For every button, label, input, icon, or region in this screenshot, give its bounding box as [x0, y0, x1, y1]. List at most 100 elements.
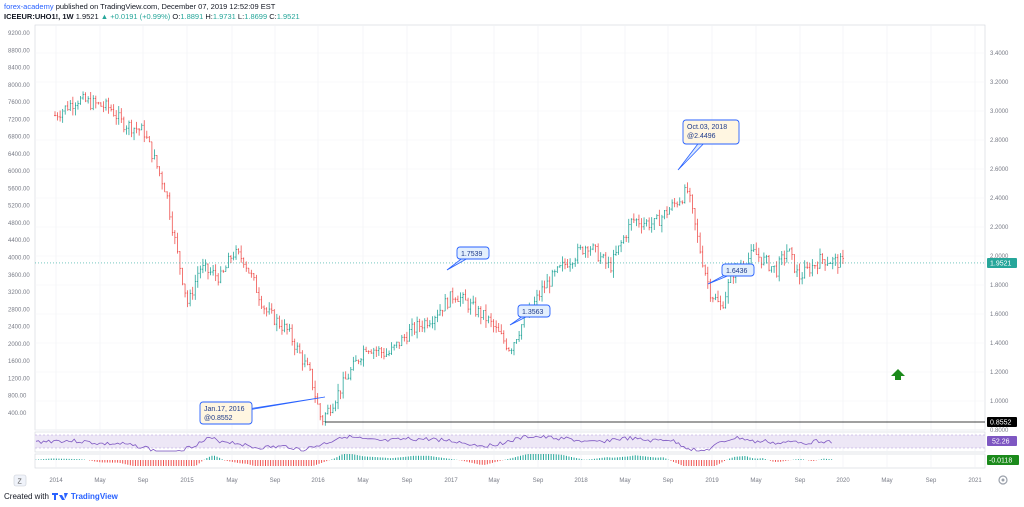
ohlc-bar [671, 199, 674, 211]
ohlc-bar [490, 313, 493, 328]
ohlc-bar [416, 316, 419, 339]
x-tick-label: Sep [138, 478, 149, 484]
ohlc-bar [224, 265, 227, 272]
ohlc-bar [145, 130, 148, 139]
ohlc-bar [235, 245, 238, 260]
left-tick-label: 8400.00 [8, 66, 30, 72]
ohlc-bar [270, 303, 273, 314]
ohlc-bar [479, 306, 482, 325]
ohlc-bar [688, 187, 691, 203]
ohlc-bar [691, 194, 694, 214]
ohlc-bar [834, 253, 837, 266]
ohlc-bar [242, 257, 245, 268]
callout-text: 1.3563 [522, 309, 544, 316]
ohlc-bar [342, 371, 345, 399]
chart-header: forex-academy published on TradingView.c… [4, 2, 300, 22]
ohlc-bar [301, 350, 304, 371]
x-tick-label: Sep [926, 478, 937, 484]
ohlc-bar [576, 243, 579, 264]
ohlc-bar [768, 254, 770, 272]
ohlc-bar [757, 247, 760, 262]
created-with-label: Created with [4, 491, 49, 501]
histogram-pane[interactable] [34, 453, 986, 469]
ohlc-bar [520, 324, 523, 340]
ohlc-bar [263, 305, 266, 315]
ohlc-bar [245, 261, 248, 272]
left-tick-label: 800.00 [8, 394, 27, 400]
ohlc-bar [640, 218, 643, 234]
ohlc-bar [645, 219, 648, 227]
ohlc-bar [459, 292, 462, 307]
ohlc-bar [76, 100, 79, 110]
ohlc-bar [650, 217, 653, 233]
ohlc-bar [143, 120, 146, 143]
ohlc-bar [105, 98, 107, 111]
ohlc-bar [762, 252, 765, 266]
x-tick-label: 2016 [311, 478, 325, 484]
x-tick-label: May [881, 478, 892, 484]
ohlc-bar [74, 102, 77, 116]
open-label: O: [172, 12, 181, 21]
left-tick-label: 8800.00 [8, 48, 30, 54]
settings-gear-icon[interactable] [998, 475, 1008, 485]
ohlc-bar [515, 339, 518, 344]
ohlc-bar [395, 341, 398, 349]
ohlc-bar [255, 274, 258, 293]
right-tick-label: 2.8000 [990, 138, 1009, 144]
ohlc-bar [201, 258, 204, 274]
author-link[interactable]: forex-academy [4, 2, 54, 11]
ohlc-bar [66, 101, 69, 111]
ohlc-bar [635, 218, 638, 227]
ohlc-bar [699, 232, 702, 254]
ohlc-bar [676, 201, 679, 208]
ohlc-bar [303, 354, 306, 368]
ohlc-bar [790, 247, 793, 260]
ohlc-bar [569, 258, 572, 272]
ohlc-bar [566, 258, 569, 269]
ohlc-bar [780, 250, 783, 266]
ohlc-bar [826, 256, 829, 266]
ohlc-bar [326, 404, 329, 415]
ohlc-bar [69, 100, 72, 111]
ohlc-bar [469, 298, 472, 315]
main-pane[interactable] [34, 24, 986, 431]
ohlc-bar [229, 255, 232, 263]
price-callout: 1.3563 [509, 304, 551, 326]
ohlc-bar [54, 111, 56, 117]
ohlc-bar [367, 350, 370, 355]
ohlc-bar [500, 324, 503, 335]
x-tick-label: 2015 [180, 478, 194, 484]
ohlc-bar [352, 356, 355, 371]
ohlc-bar [347, 373, 350, 380]
ohlc-bar [431, 316, 434, 329]
ohlc-bar [571, 262, 574, 269]
ohlc-bar [99, 102, 102, 107]
left-tick-label: 1200.00 [8, 376, 30, 382]
ohlc-bar [648, 217, 651, 231]
ohlc-bar [56, 112, 59, 121]
ohlc-bar [79, 95, 82, 105]
svg-text:1.9521: 1.9521 [990, 260, 1012, 267]
x-tick-label: Sep [270, 478, 281, 484]
low-label: L: [237, 12, 245, 21]
ohlc-bar [617, 245, 620, 255]
ohlc-bar [309, 362, 311, 372]
ohlc-bar [673, 197, 676, 208]
ohlc-bar [589, 246, 592, 256]
ohlc-bar [724, 291, 727, 309]
left-tick-label: 4400.00 [8, 238, 30, 244]
ohlc-bar [495, 320, 498, 333]
ohlc-bar [237, 248, 240, 255]
ohlc-bar [502, 330, 505, 344]
auto-scale-button[interactable]: Z [13, 474, 27, 487]
ohlc-bar [273, 309, 276, 326]
ohlc-bar [334, 400, 337, 412]
tradingview-brand[interactable]: TradingView [70, 491, 118, 501]
left-tick-label: 3600.00 [8, 273, 30, 279]
ohlc-bar [426, 317, 429, 329]
ohlc-bar [87, 96, 90, 104]
ohlc-bar [770, 266, 773, 273]
ohlc-bar [120, 108, 123, 124]
ohlc-bar [176, 232, 179, 254]
